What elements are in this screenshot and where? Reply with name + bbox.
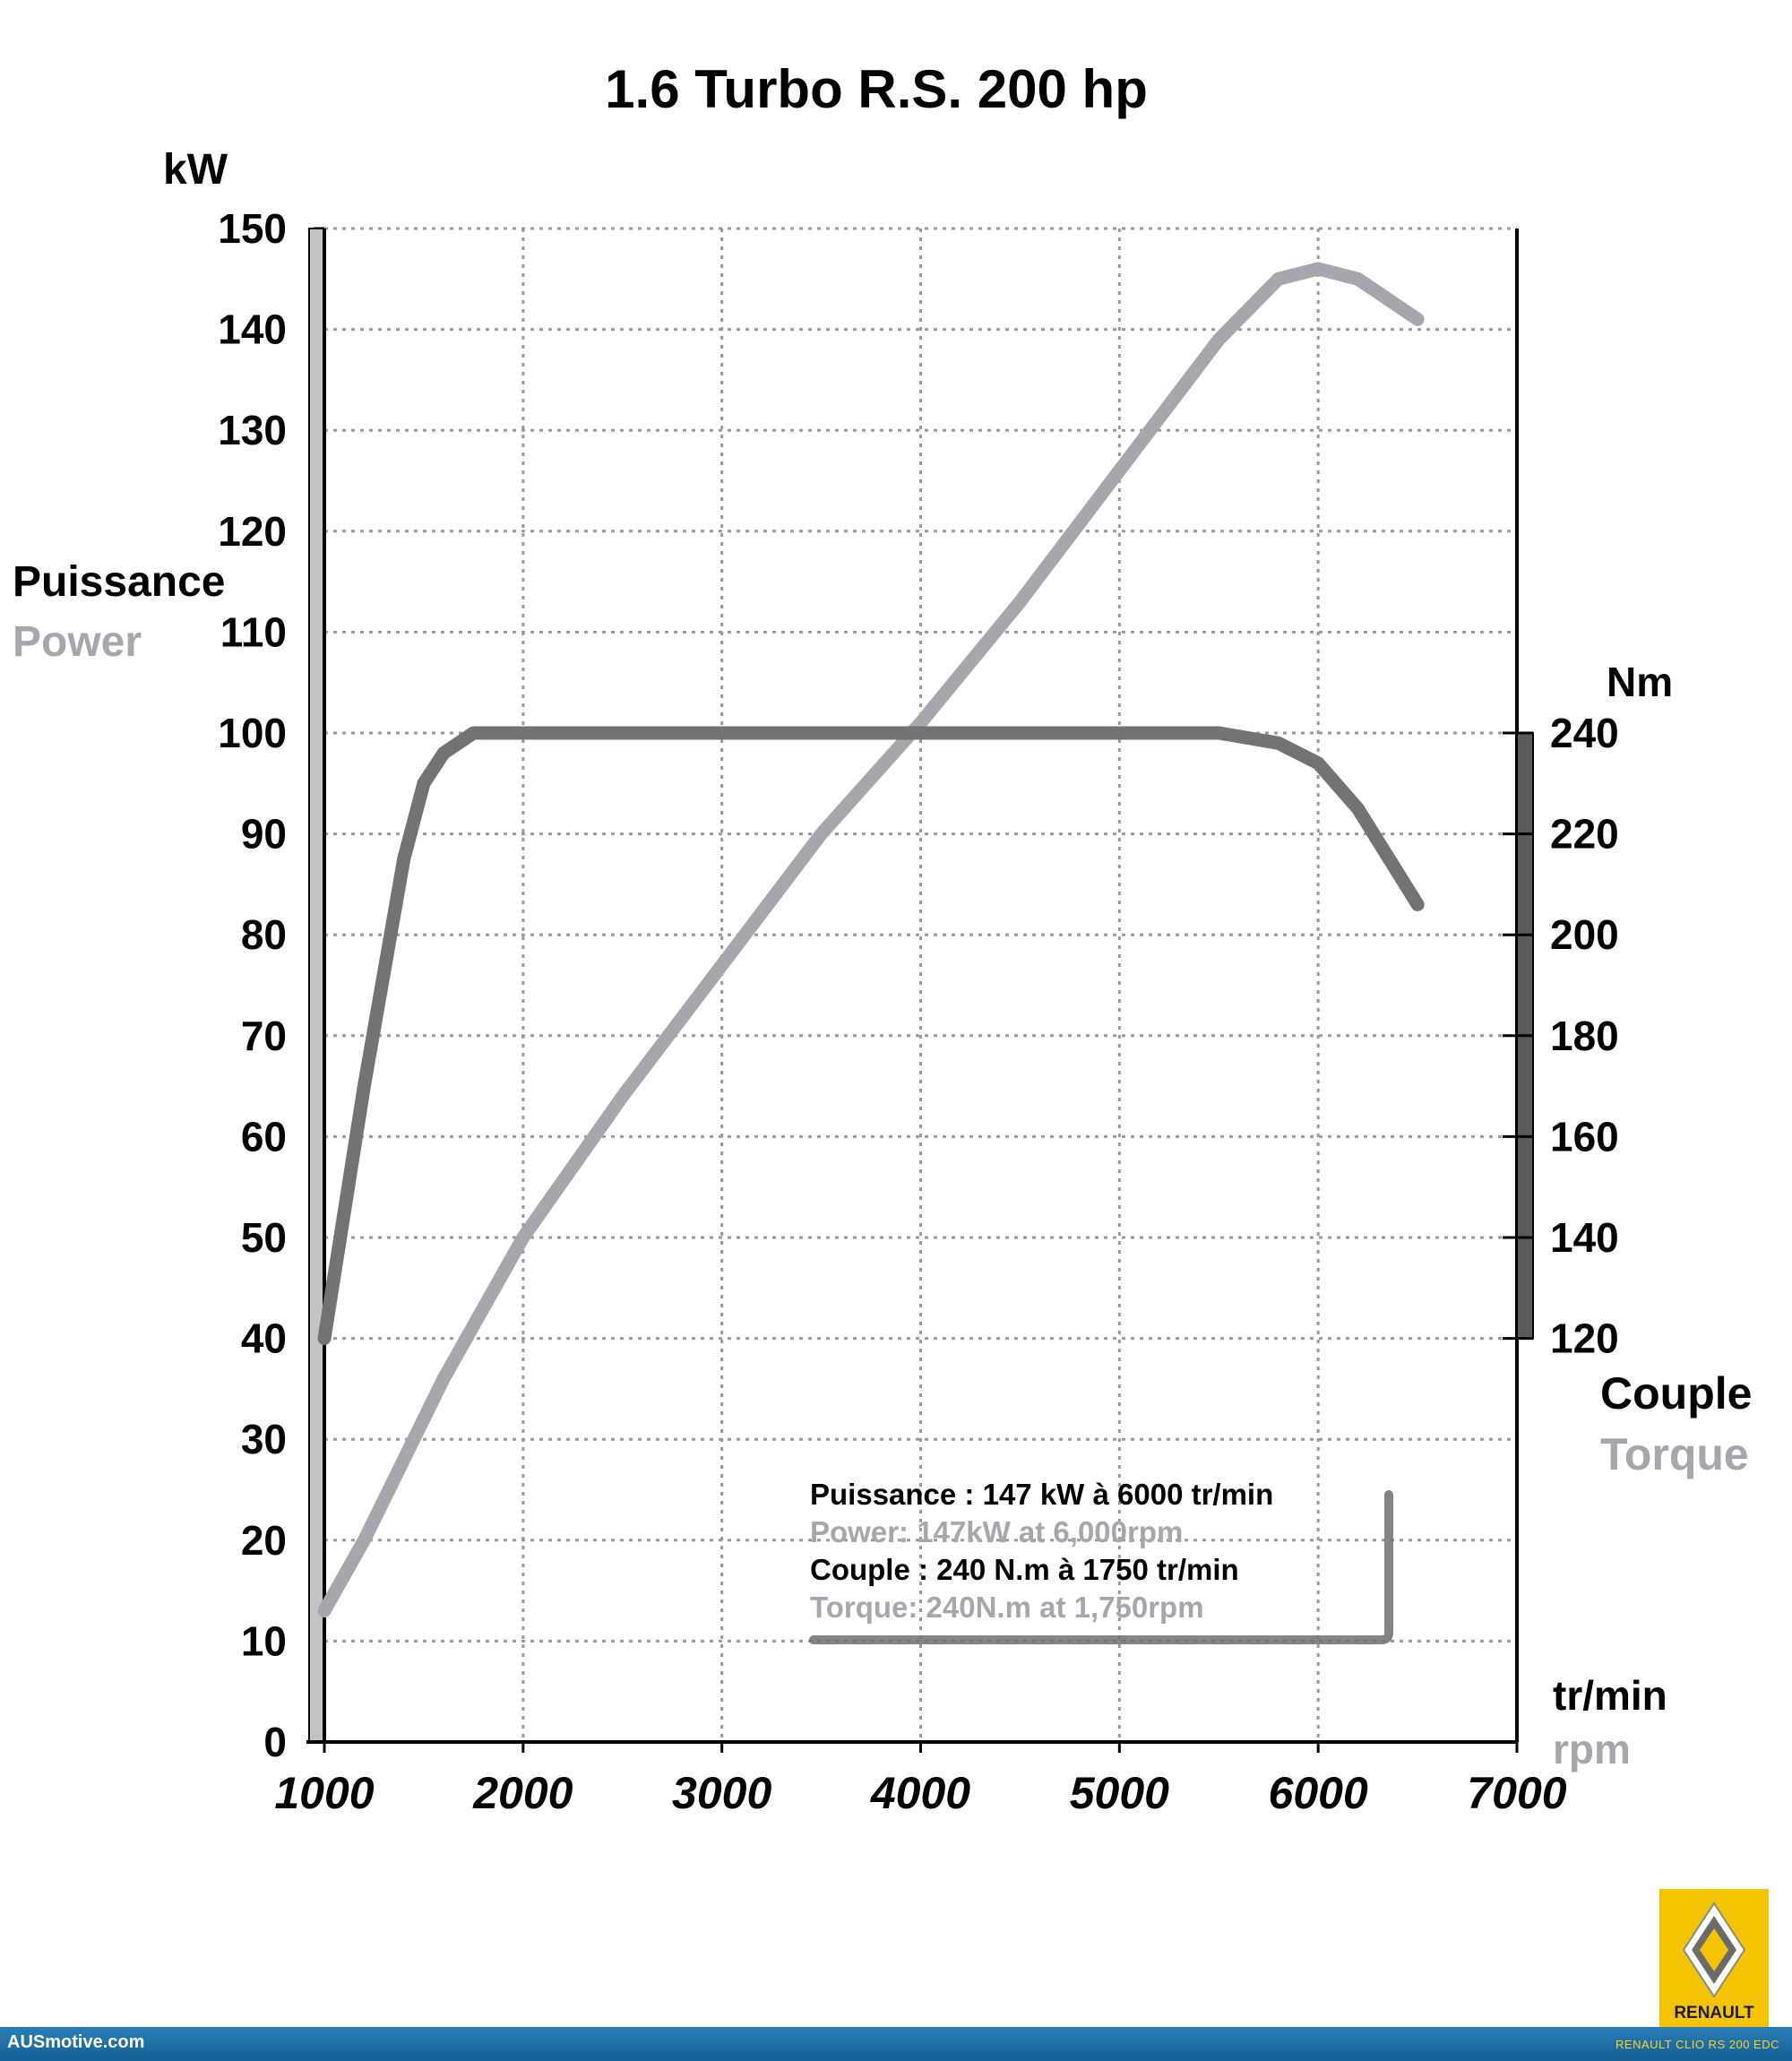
renault-diamond-icon bbox=[1682, 1901, 1746, 1998]
right-axis-label: Couple bbox=[1600, 1368, 1752, 1419]
tick-label-x: 7000 bbox=[1467, 1768, 1566, 1818]
chart-title: 1.6 Turbo R.S. 200 hp bbox=[605, 59, 1148, 119]
tick-label-left: 50 bbox=[241, 1214, 287, 1261]
axes bbox=[306, 227, 1534, 1753]
annotation-torque-en: Torque: 240N.m at 1,750rpm bbox=[810, 1591, 1204, 1624]
tick-label-x: 2000 bbox=[472, 1768, 573, 1818]
series bbox=[317, 262, 1425, 1618]
annotation-torque-fr: Couple : 240 N.m à 1750 tr/min bbox=[810, 1553, 1239, 1586]
footer-site[interactable]: AUSmotive.com bbox=[7, 2032, 145, 2052]
tick-label-left: 30 bbox=[241, 1416, 287, 1462]
footer-caption: RENAULT CLIO RS 200 EDC bbox=[1615, 2038, 1779, 2051]
tick-label-left: 70 bbox=[241, 1013, 287, 1059]
left-axis-unit: kW bbox=[163, 146, 228, 194]
left-axis-label: Puissance bbox=[13, 558, 225, 606]
annotation-power-en: Power: 147kW at 6,000rpm bbox=[810, 1515, 1183, 1548]
series-line-torque bbox=[317, 726, 1425, 1346]
tick-label-left: 90 bbox=[241, 811, 287, 858]
tick-label-left: 150 bbox=[218, 205, 287, 252]
tick-label-left: 100 bbox=[218, 710, 287, 756]
left-axis-bar bbox=[308, 228, 324, 1743]
tick-label-left: 80 bbox=[241, 911, 287, 958]
series-line-power bbox=[317, 262, 1425, 1618]
tick-label-right: 160 bbox=[1550, 1113, 1619, 1160]
right-axis-unit: Nm bbox=[1607, 659, 1673, 705]
tick-label-left: 110 bbox=[220, 608, 287, 655]
tick-label-x: 3000 bbox=[672, 1768, 771, 1818]
tick-label-left: 120 bbox=[218, 508, 287, 555]
tick-label-left: 130 bbox=[218, 407, 287, 453]
x-axis-label-en: rpm bbox=[1553, 1726, 1631, 1772]
tick-label-right: 240 bbox=[1550, 710, 1619, 756]
annotation-box: Puissance : 147 kW à 6000 tr/min Power: … bbox=[809, 1478, 1393, 1644]
left-axis-label-en: Power bbox=[13, 618, 142, 666]
tick-label-x: 1000 bbox=[274, 1768, 374, 1818]
tick-label-left: 60 bbox=[241, 1113, 287, 1160]
tick-label-left: 10 bbox=[241, 1617, 287, 1664]
tick-label-right: 140 bbox=[1550, 1214, 1619, 1261]
tick-label-left: 140 bbox=[218, 306, 287, 353]
x-axis-label: tr/min bbox=[1553, 1672, 1667, 1719]
footer-bar: AUSmotive.com RENAULT CLIO RS 200 EDC bbox=[0, 2027, 1792, 2061]
labels: 0 10 20 30 40 50 60 70 80 90 100 110 120 130 140 150 100… bbox=[218, 205, 1619, 1818]
tick-label-left: 40 bbox=[241, 1315, 287, 1362]
tick-label-x: 6000 bbox=[1269, 1768, 1368, 1818]
tick-label-right: 200 bbox=[1550, 911, 1619, 958]
annotation-power-fr: Puissance : 147 kW à 6000 tr/min bbox=[810, 1478, 1273, 1511]
tick-label-left: 0 bbox=[263, 1719, 287, 1765]
renault-logo: RENAULT bbox=[1659, 1889, 1769, 2032]
tick-label-right: 220 bbox=[1550, 811, 1619, 858]
tick-label-x: 4000 bbox=[870, 1768, 970, 1818]
tick-label-x: 5000 bbox=[1070, 1768, 1169, 1818]
tick-label-right: 180 bbox=[1550, 1013, 1619, 1059]
tick-label-right: 120 bbox=[1550, 1315, 1619, 1362]
right-axis-label-en: Torque bbox=[1600, 1429, 1749, 1479]
logo-text: RENAULT bbox=[1674, 2004, 1754, 2022]
tick-label-left: 20 bbox=[241, 1517, 287, 1564]
